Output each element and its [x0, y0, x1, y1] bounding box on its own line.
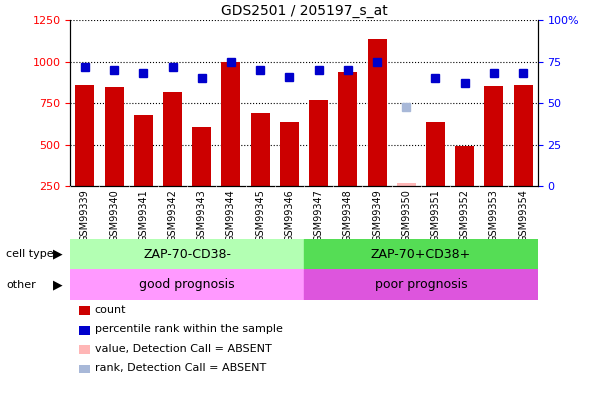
Bar: [251, 113, 269, 186]
Bar: [397, 183, 415, 186]
Text: ▶: ▶: [53, 247, 63, 261]
Bar: [70, 239, 304, 269]
Text: GSM99352: GSM99352: [459, 189, 470, 242]
Text: poor prognosis: poor prognosis: [375, 278, 467, 291]
Text: cell type: cell type: [6, 249, 54, 259]
Text: ZAP-70+CD38+: ZAP-70+CD38+: [371, 247, 471, 261]
Text: GSM99353: GSM99353: [489, 189, 499, 242]
Bar: [70, 269, 304, 300]
Text: ▶: ▶: [53, 278, 63, 291]
Text: other: other: [6, 279, 36, 290]
Text: GSM99342: GSM99342: [167, 189, 178, 242]
Text: GSM99348: GSM99348: [343, 189, 353, 242]
Text: GSM99344: GSM99344: [226, 189, 236, 242]
Bar: [514, 85, 533, 186]
Bar: [485, 86, 503, 186]
Text: good prognosis: good prognosis: [139, 278, 235, 291]
Bar: [163, 92, 182, 186]
Bar: [104, 87, 123, 186]
Text: GSM99354: GSM99354: [518, 189, 528, 242]
Bar: [455, 147, 474, 186]
Bar: [134, 115, 153, 186]
Bar: [426, 122, 445, 186]
Text: ZAP-70-CD38-: ZAP-70-CD38-: [143, 247, 231, 261]
Bar: [280, 122, 299, 186]
Bar: [338, 72, 357, 186]
Text: GSM99343: GSM99343: [197, 189, 207, 242]
Text: value, Detection Call = ABSENT: value, Detection Call = ABSENT: [95, 344, 271, 354]
Bar: [304, 239, 538, 269]
Text: percentile rank within the sample: percentile rank within the sample: [95, 324, 282, 334]
Text: GSM99346: GSM99346: [284, 189, 295, 242]
Text: GSM99340: GSM99340: [109, 189, 119, 242]
Bar: [309, 100, 328, 186]
Text: GSM99349: GSM99349: [372, 189, 382, 242]
Text: count: count: [95, 305, 126, 315]
Bar: [367, 38, 387, 186]
Bar: [192, 126, 211, 186]
Bar: [75, 85, 94, 186]
Text: GSM99347: GSM99347: [313, 189, 324, 242]
Title: GDS2501 / 205197_s_at: GDS2501 / 205197_s_at: [221, 4, 387, 18]
Bar: [221, 62, 241, 186]
Text: GSM99345: GSM99345: [255, 189, 265, 242]
Text: GSM99350: GSM99350: [401, 189, 411, 242]
Bar: [304, 269, 538, 300]
Text: GSM99351: GSM99351: [430, 189, 441, 242]
Text: GSM99339: GSM99339: [80, 189, 90, 242]
Text: GSM99341: GSM99341: [138, 189, 148, 242]
Text: rank, Detection Call = ABSENT: rank, Detection Call = ABSENT: [95, 363, 266, 373]
